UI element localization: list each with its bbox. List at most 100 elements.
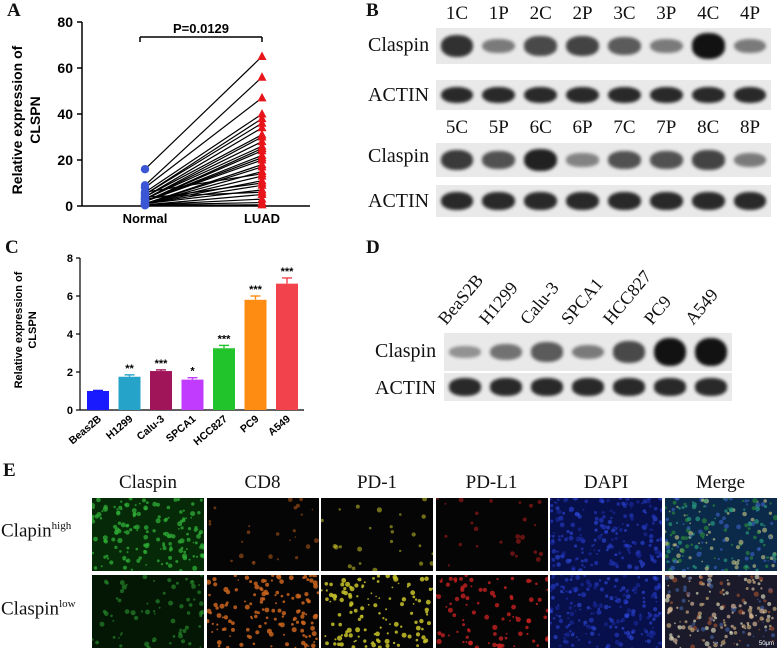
luad-point [257, 199, 267, 209]
blot-band [489, 344, 522, 360]
chart-c-ytick-label: 8 [67, 253, 73, 265]
significance-stars: * [190, 366, 195, 378]
lane-label-rotated: A549 [680, 284, 722, 329]
chart-a-ytick-label: 60 [57, 60, 73, 76]
panel-label-e: E [3, 460, 16, 481]
chart-a-ytick-label: 40 [57, 106, 73, 122]
paired-line [144, 175, 263, 205]
normal-point [140, 201, 150, 210]
x-category-label: H1299 [104, 413, 136, 442]
blot-band [571, 378, 605, 396]
blot-band [482, 192, 516, 210]
blot-d-actin-strip [444, 373, 732, 401]
if-image [435, 575, 548, 648]
luad-point [257, 118, 267, 127]
if-image [206, 575, 319, 648]
lane-label: 5C [445, 117, 469, 138]
lane-label: 5P [488, 117, 509, 138]
significance-stars: *** [155, 358, 169, 370]
panel-label-b: B [366, 0, 379, 21]
luad-point [257, 187, 267, 196]
blot-band [654, 337, 687, 367]
luad-point [257, 51, 267, 60]
panel-label-c: C [5, 237, 19, 258]
blot-band [440, 192, 474, 210]
chart-a-ytick-label: 0 [65, 198, 73, 214]
blot-band [524, 36, 557, 56]
bar-beas2b [87, 391, 109, 410]
lane-label: 4P [740, 3, 761, 24]
lane-label: 7C [613, 117, 636, 138]
lane-label: 1C [445, 3, 469, 24]
blot-b-actin-strip-2 [436, 185, 771, 217]
blot-band [608, 192, 641, 210]
blot-band [691, 86, 725, 104]
blot-band [440, 35, 474, 57]
x-category-luad: LUAD [244, 211, 280, 226]
lane-label: 6P [572, 117, 593, 138]
significance-stars: *** [281, 266, 295, 278]
x-category-normal: Normal [123, 211, 168, 226]
lane-label-rotated: Calu-3 [516, 277, 564, 329]
lane-label: 3P [656, 3, 677, 24]
lane-label: 7P [656, 117, 677, 138]
chart-c-ytick-label: 0 [67, 405, 73, 417]
if-image [550, 575, 662, 648]
chart-a-ylabel-1: Relative expression of [9, 45, 25, 194]
luad-point [257, 155, 267, 164]
lane-label: 2C [529, 3, 552, 24]
blot-band [613, 378, 646, 396]
paired-line [144, 166, 263, 205]
blot-band [489, 378, 522, 396]
blot-band [524, 192, 557, 210]
panel-label-a: A [7, 0, 21, 21]
paired-line [144, 122, 263, 196]
lane-label: 2P [572, 3, 593, 24]
paired-line [144, 180, 263, 205]
if-image [435, 498, 548, 571]
paired-line [144, 150, 263, 202]
bar-a549 [276, 283, 298, 410]
scale-bar-label: 50μm [758, 641, 773, 647]
if-image [206, 498, 319, 571]
if-image [664, 498, 777, 571]
blot-band [524, 148, 557, 172]
blot-band [733, 86, 767, 104]
blot-band [448, 378, 481, 396]
blot-band [733, 38, 767, 54]
x-category-label: A549 [266, 413, 293, 438]
x-category-label: HCC827 [191, 413, 230, 448]
paired-line [144, 118, 263, 196]
chart-c-ytick-label: 6 [67, 291, 73, 303]
chart-a-ytick-label: 80 [57, 14, 73, 30]
paired-line [144, 97, 263, 189]
if-image [321, 575, 433, 648]
paired-line [144, 113, 263, 193]
significance-stars: ** [125, 363, 134, 375]
blot-band [613, 341, 646, 363]
blot-band [608, 37, 641, 55]
p-value-annotation: P=0.0129 [173, 21, 229, 36]
blot-band [482, 151, 516, 169]
normal-point [140, 192, 150, 201]
blot-band [733, 192, 767, 210]
bar-h1299 [118, 376, 141, 410]
lane-label: 1P [488, 3, 509, 24]
paired-line [144, 193, 263, 206]
chart-c-ytick-label: 2 [67, 367, 73, 379]
blot-band [530, 342, 563, 362]
blot-b-actin-label-1: ACTIN [368, 84, 430, 106]
chart-a-ylabel-2: CLSPN [27, 96, 43, 143]
bar-hcc827 [213, 348, 235, 410]
if-image [321, 498, 433, 571]
blot-band [654, 378, 687, 396]
lane-label-rotated: PC9 [639, 291, 675, 329]
blot-band [649, 192, 683, 210]
significance-stars: *** [218, 333, 232, 345]
paired-line [144, 56, 263, 170]
blot-band [440, 86, 474, 104]
bar-pc9 [244, 299, 267, 410]
blot-band [695, 378, 728, 396]
x-category-label: Beas2B [67, 413, 105, 447]
paired-line [144, 76, 263, 186]
